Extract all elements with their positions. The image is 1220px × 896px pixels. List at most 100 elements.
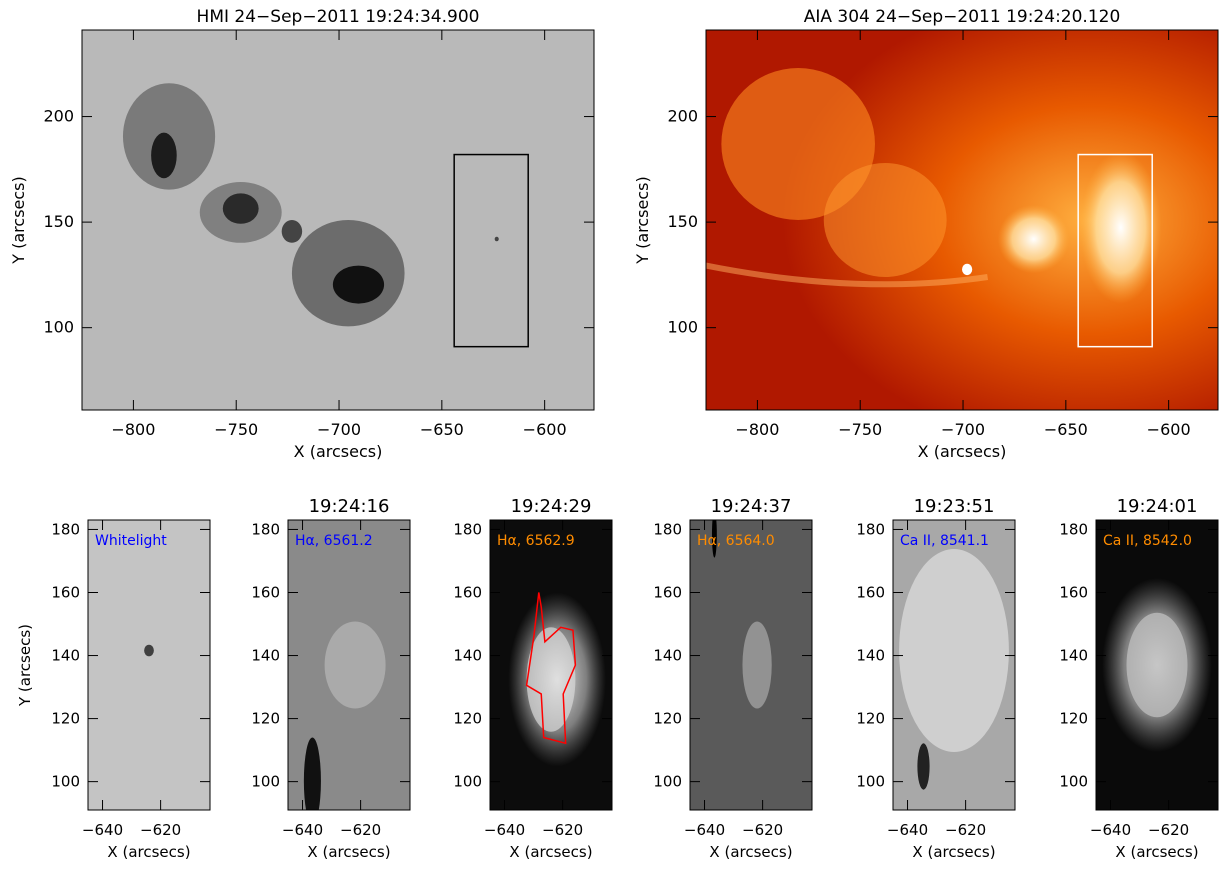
image (706, 30, 1218, 410)
y-tick-label: 100 (251, 773, 280, 791)
panel-label: Hα, 6562.9 (497, 533, 575, 549)
panel-label: Hα, 6564.0 (697, 533, 775, 549)
y-tick-label: 120 (653, 710, 682, 728)
image (893, 520, 1015, 810)
x-tick-label: −800 (735, 420, 779, 439)
y-tick-label: 120 (453, 710, 482, 728)
image-feature (324, 621, 386, 709)
y-tick-label: 200 (667, 107, 698, 126)
y-tick-label: 160 (856, 584, 885, 602)
y-axis-label: Y (arcsecs) (16, 624, 34, 707)
y-tick-label: 100 (653, 773, 682, 791)
x-axis-label: X (arcsecs) (912, 843, 995, 861)
panel-label: Whitelight (95, 533, 167, 549)
x-tick-label: −640 (684, 821, 725, 839)
frame (87, 519, 211, 811)
y-tick-label: 100 (1059, 773, 1088, 791)
frame (892, 519, 1016, 811)
frame (1095, 519, 1219, 811)
region-box (453, 153, 529, 348)
y-tick-label: 100 (453, 773, 482, 791)
y-tick-label: 120 (856, 710, 885, 728)
y-tick-label: 150 (43, 212, 74, 231)
y-tick-label: 180 (51, 520, 80, 538)
y-tick-label: 100 (51, 773, 80, 791)
x-tick-label: −640 (282, 821, 323, 839)
panel-title: 19:24:16 (309, 496, 390, 517)
image (82, 30, 594, 410)
x-tick-label: −620 (742, 821, 783, 839)
x-tick-label: −750 (838, 420, 882, 439)
x-axis-label: X (arcsecs) (1115, 843, 1198, 861)
image-background (88, 520, 210, 810)
image-feature (1126, 612, 1188, 718)
x-axis-label: X (arcsecs) (294, 442, 383, 461)
x-axis-label: X (arcsecs) (709, 843, 792, 861)
y-tick-label: 140 (51, 647, 80, 665)
x-tick-label: −700 (941, 420, 985, 439)
y-tick-label: 160 (251, 584, 280, 602)
x-tick-label: −750 (214, 420, 258, 439)
x-tick-label: −640 (484, 821, 525, 839)
x-tick-label: −600 (523, 420, 567, 439)
image-feature (742, 621, 772, 709)
panel-label: Ca II, 8542.0 (1103, 533, 1192, 549)
image-feature (962, 263, 973, 276)
image-feature (332, 265, 385, 304)
image-feature (917, 743, 930, 790)
y-tick-label: 100 (667, 318, 698, 337)
panel: −640 −620 100 120 140 160 180 19:24:29 X (arcsec… (453, 496, 613, 861)
y-tick-label: 140 (251, 647, 280, 665)
image (490, 520, 612, 810)
y-tick-label: 160 (453, 584, 482, 602)
panel: −640 −620 100 120 140 160 180 19:24:01 X (arcsec… (1059, 496, 1219, 861)
image-feature (721, 68, 875, 220)
y-tick-label: 160 (1059, 584, 1088, 602)
y-tick-label: 180 (1059, 520, 1088, 538)
y-tick-label: 200 (43, 107, 74, 126)
panel-title: 19:24:37 (711, 496, 792, 517)
panel: −640 −620 100 120 140 160 180 19:23:51 X (arcsec… (856, 496, 1016, 861)
panel-title: AIA 304 24−Sep−2011 19:24:20.120 (804, 7, 1121, 27)
x-tick-label: −620 (340, 821, 381, 839)
frame (689, 519, 813, 811)
x-tick-label: −620 (945, 821, 986, 839)
panel: −640 −620 100 120 140 160 180 19:24:16 X (arcsec… (251, 496, 411, 861)
image-feature (899, 549, 1009, 752)
y-tick-label: 140 (653, 647, 682, 665)
x-tick-label: −650 (1044, 420, 1088, 439)
y-tick-label: 120 (251, 710, 280, 728)
y-tick-label: 120 (1059, 710, 1088, 728)
x-tick-label: −640 (82, 821, 123, 839)
panel: −800 −750 −700 −650 −600 100 150 200 AIA 304 24−… (633, 7, 1219, 461)
frame (81, 29, 595, 411)
x-axis-label: X (arcsecs) (918, 442, 1007, 461)
frame (489, 519, 613, 811)
panel-title: 19:23:51 (914, 496, 995, 517)
y-tick-label: 180 (251, 520, 280, 538)
panel-label: Hα, 6561.2 (295, 533, 373, 549)
panel-title: HMI 24−Sep−2011 19:24:34.900 (197, 7, 480, 27)
image (1096, 520, 1218, 810)
x-tick-label: −620 (1148, 821, 1189, 839)
x-tick-label: −650 (420, 420, 464, 439)
x-tick-label: −700 (317, 420, 361, 439)
y-axis-label: Y (arcsecs) (633, 176, 652, 264)
image-feature (526, 627, 576, 732)
x-tick-label: −600 (1147, 420, 1191, 439)
image-feature (711, 520, 717, 558)
y-tick-label: 180 (453, 520, 482, 538)
y-tick-label: 160 (653, 584, 682, 602)
frame (705, 29, 1219, 411)
y-tick-label: 160 (51, 584, 80, 602)
x-tick-label: −620 (140, 821, 181, 839)
panel: −640 −620 100 120 140 160 180 X (arcsecs) Y (arc… (16, 519, 211, 861)
y-tick-label: 100 (856, 773, 885, 791)
image-feature (281, 220, 303, 243)
image-feature (823, 163, 947, 277)
image-feature (144, 644, 154, 657)
x-tick-label: −640 (887, 821, 928, 839)
image-feature (997, 204, 1070, 274)
image-feature (303, 737, 321, 810)
